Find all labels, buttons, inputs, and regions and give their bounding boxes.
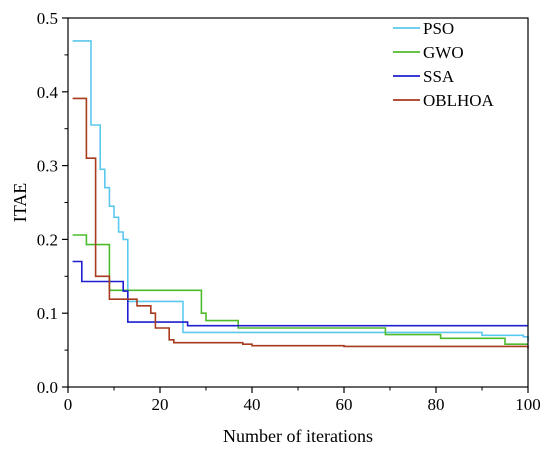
series-line-pso	[72, 40, 529, 342]
legend: PSO GWO SSA OBLHOA	[393, 19, 495, 110]
x-tick-label: 0	[64, 395, 73, 414]
series-layer	[72, 40, 529, 349]
x-tick-label: 20	[152, 395, 169, 414]
y-tick-label: 0.3	[37, 157, 58, 176]
legend-label-pso: PSO	[423, 19, 454, 38]
x-tick-label: 80	[428, 395, 445, 414]
y-tick-label: 0.4	[37, 83, 59, 102]
x-axis-title: Number of iterations	[223, 426, 373, 446]
y-tick-label: 0.5	[37, 9, 58, 28]
series-line-ssa	[72, 260, 528, 327]
legend-label-gwo: GWO	[423, 43, 464, 62]
x-tick-label: 40	[244, 395, 261, 414]
y-tick-label: 0.0	[37, 378, 58, 397]
x-tick-label: 60	[336, 395, 353, 414]
y-axis-title: ITAE	[10, 183, 30, 223]
series-line-gwo	[72, 234, 528, 345]
x-axis: 0 20 40 60 80 100	[64, 387, 541, 414]
y-tick-label: 0.1	[37, 304, 58, 323]
legend-label-ssa: SSA	[423, 67, 455, 86]
series-line-oblhoa	[72, 97, 529, 349]
legend-label-oblhoa: OBLHOA	[423, 91, 495, 110]
x-tick-label: 100	[515, 395, 541, 414]
y-tick-label: 0.2	[37, 230, 58, 249]
y-axis: 0.0 0.1 0.2 0.3 0.4 0.5	[37, 9, 68, 397]
